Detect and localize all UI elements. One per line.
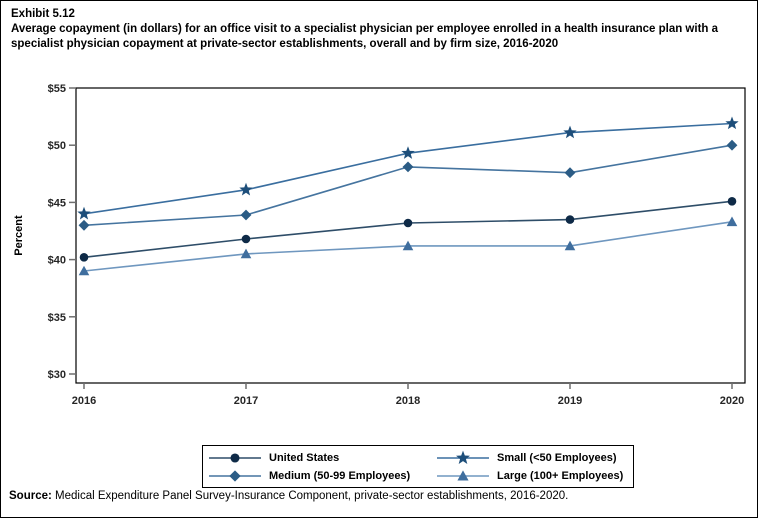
y-tick-label: $50 (48, 140, 66, 152)
data-point-marker (229, 469, 241, 482)
series-triangle (78, 216, 738, 276)
data-point-marker (239, 182, 253, 196)
legend-item: Large (100+ Employees) (437, 467, 623, 484)
y-tick-label: $30 (48, 369, 66, 381)
chart-area: $55 $50 $45 $40 $35 $30 2016 2017 2018 2019 2020 Pe… (1, 81, 757, 411)
data-point-marker (240, 209, 252, 221)
y-tick-label: $40 (48, 255, 66, 267)
legend-item: Medium (50-99 Employees) (209, 467, 431, 484)
series-circle (79, 197, 737, 262)
series-line (83, 144, 733, 227)
legend-label: Medium (50-99 Employees) (269, 469, 411, 482)
chart-title: Average copayment (in dollars) for an of… (11, 23, 719, 50)
data-point-marker (403, 218, 413, 228)
data-point-marker (565, 215, 575, 224)
x-tick-label: 2020 (720, 395, 744, 407)
x-tick-label: 2017 (234, 395, 258, 407)
source-label: Source: (9, 490, 52, 502)
legend-swatch-circle-icon (209, 452, 261, 463)
y-tick-label: $55 (48, 83, 66, 95)
legend-item: Small (<50 Employees) (437, 449, 623, 466)
legend-label: Large (100+ Employees) (497, 469, 624, 482)
data-point-marker (457, 469, 469, 481)
x-tick-label: 2018 (396, 395, 420, 407)
y-tick-label: $35 (48, 312, 66, 324)
series-star (77, 116, 739, 220)
legend-swatch-diamond-icon (209, 469, 261, 482)
data-point-marker (240, 248, 252, 259)
data-point-marker (402, 161, 414, 173)
line-chart: $55 $50 $45 $40 $35 $30 2016 2017 2018 2019 2020 Pe… (13, 83, 746, 407)
plot-frame (75, 87, 746, 384)
data-point-marker (78, 219, 90, 231)
y-tick-label: $45 (48, 197, 66, 209)
data-point-marker (401, 146, 415, 159)
data-point-marker (241, 234, 251, 244)
data-point-marker (726, 139, 738, 151)
data-point-marker (563, 125, 577, 139)
x-tick-label: 2016 (72, 395, 96, 407)
data-point-marker (725, 116, 739, 130)
legend-item: United States (209, 449, 431, 466)
data-point-marker (77, 206, 91, 220)
data-point-marker (230, 452, 240, 463)
legend-swatch-star-icon (437, 450, 489, 464)
x-tick-label: 2019 (558, 395, 582, 407)
data-point-marker (402, 240, 414, 251)
data-point-marker (456, 450, 470, 464)
data-point-marker (564, 240, 576, 251)
legend-swatch-triangle-icon (437, 469, 489, 481)
y-axis-title: Percent (13, 215, 25, 256)
data-point-marker (727, 197, 737, 206)
exhibit-label: Exhibit 5.12 (11, 8, 75, 20)
data-point-marker (564, 167, 576, 179)
chart-legend: United States Small (<50 Employees) Medium… (202, 445, 635, 488)
source-text: Medical Expenditure Panel Survey-Insuran… (51, 490, 569, 502)
title-block: Exhibit 5.12 Average copayment (in dolla… (11, 7, 723, 52)
source-line: Source: Medical Expenditure Panel Survey… (9, 490, 568, 502)
data-point-marker (79, 253, 89, 262)
legend-label: Small (<50 Employees) (497, 451, 617, 464)
data-point-marker (726, 216, 738, 227)
data-point-marker (78, 265, 90, 276)
legend-label: United States (269, 451, 340, 464)
